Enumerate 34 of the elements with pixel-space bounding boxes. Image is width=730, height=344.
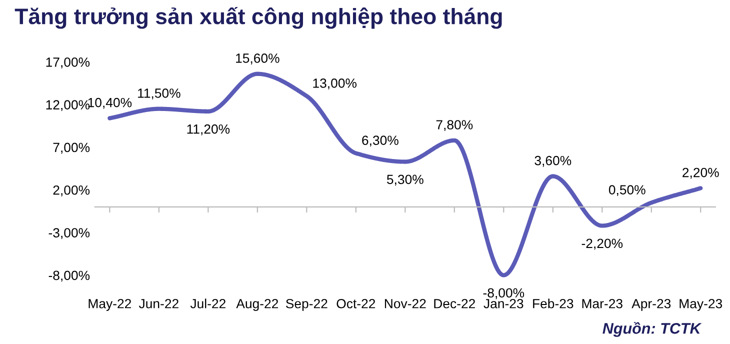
y-tick-label: -3,00%: [48, 228, 90, 240]
x-tick-label: Jul-22: [190, 298, 226, 308]
data-label: 6,30%: [362, 136, 398, 147]
x-tick-label: Mar-23: [582, 298, 622, 308]
text: Nguồn: TCTK: [602, 322, 702, 337]
x-tick-label: May-22: [88, 298, 132, 311]
data-label: 10,40%: [88, 98, 132, 109]
data-label: 11,50%: [138, 88, 180, 100]
data-label: 2,20%: [682, 168, 719, 179]
x-tick-label: Feb-23: [533, 298, 574, 308]
x-tick-label: Sep-22: [286, 298, 328, 311]
y-tick-label: 7,00%: [53, 142, 90, 154]
data-label: 3,60%: [534, 156, 572, 167]
data-label: 11,20%: [187, 124, 230, 136]
data-label: -8,00%: [483, 288, 524, 300]
data-label: 13,00%: [313, 78, 356, 90]
data-label: 7,80%: [436, 120, 473, 131]
chart-title: Tăng trưởng sản xuất công nghiệp theo tháng: [14, 7, 502, 29]
x-tick-label: Apr-23: [632, 298, 671, 311]
x-tick-label: May-23: [680, 298, 722, 311]
x-tick-label: Jun-22: [138, 298, 178, 308]
x-tick-label: Aug-22: [236, 298, 278, 311]
y-tick-label: 17,00%: [46, 57, 90, 68]
data-label: -2,20%: [582, 238, 623, 250]
y-tick-label: 12,00%: [46, 100, 90, 112]
data-label: 0,50%: [608, 185, 646, 196]
y-tick-label: -8,00%: [48, 270, 90, 282]
x-tick-label: Nov-22: [384, 298, 426, 308]
y-tick-label: 2,00%: [53, 185, 90, 196]
x-tick-label: Oct-22: [336, 298, 376, 308]
x-tick-label: Jan-23: [484, 298, 524, 308]
data-label: 15,60%: [236, 54, 280, 64]
x-tick-label: Dec-22: [434, 298, 475, 308]
data-label: 5,30%: [386, 174, 424, 186]
